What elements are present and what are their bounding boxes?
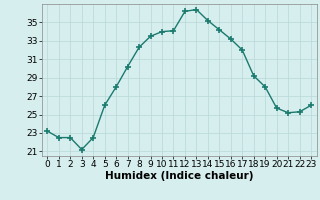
X-axis label: Humidex (Indice chaleur): Humidex (Indice chaleur) [105, 171, 253, 181]
